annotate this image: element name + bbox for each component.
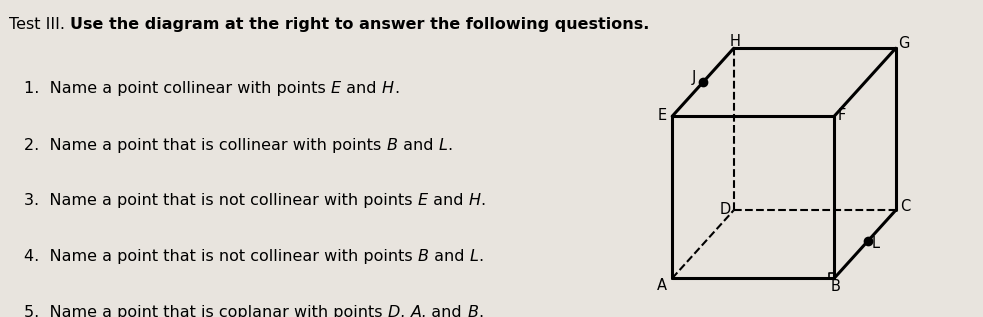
Text: B: B bbox=[418, 249, 429, 264]
Text: .: . bbox=[447, 138, 452, 153]
Text: 2.  Name a point that is collinear with points: 2. Name a point that is collinear with p… bbox=[25, 138, 386, 153]
Text: D: D bbox=[720, 202, 730, 217]
Text: E: E bbox=[418, 193, 428, 208]
Text: 1.  Name a point collinear with points: 1. Name a point collinear with points bbox=[25, 81, 331, 96]
Text: G: G bbox=[898, 36, 909, 51]
Text: 4.  Name a point that is not collinear with points: 4. Name a point that is not collinear wi… bbox=[25, 249, 418, 264]
Text: B: B bbox=[467, 305, 478, 317]
Text: .: . bbox=[481, 193, 486, 208]
Text: C: C bbox=[900, 199, 910, 214]
Text: and: and bbox=[341, 81, 381, 96]
Text: E: E bbox=[658, 108, 666, 123]
Text: A: A bbox=[658, 278, 667, 293]
Text: H: H bbox=[381, 81, 394, 96]
Text: and: and bbox=[397, 138, 438, 153]
Text: .: . bbox=[478, 305, 484, 317]
Text: A: A bbox=[411, 305, 422, 317]
Text: 3.  Name a point that is not collinear with points: 3. Name a point that is not collinear wi… bbox=[25, 193, 418, 208]
Text: .: . bbox=[479, 249, 484, 264]
Text: F: F bbox=[838, 108, 846, 123]
Text: H: H bbox=[729, 34, 740, 49]
Text: , and: , and bbox=[422, 305, 467, 317]
Text: B: B bbox=[386, 138, 397, 153]
Text: and: and bbox=[429, 249, 470, 264]
Text: L: L bbox=[872, 236, 880, 251]
Text: L: L bbox=[470, 249, 479, 264]
Text: D: D bbox=[388, 305, 400, 317]
Text: H: H bbox=[469, 193, 481, 208]
Text: Test III.: Test III. bbox=[9, 17, 70, 32]
Text: Use the diagram at the right to answer the following questions.: Use the diagram at the right to answer t… bbox=[70, 17, 650, 32]
Text: J: J bbox=[692, 70, 696, 85]
Text: .: . bbox=[394, 81, 399, 96]
Text: B: B bbox=[831, 279, 840, 294]
Text: L: L bbox=[438, 138, 447, 153]
Text: and: and bbox=[428, 193, 469, 208]
Text: 5.  Name a point that is coplanar with points: 5. Name a point that is coplanar with po… bbox=[25, 305, 388, 317]
Text: E: E bbox=[331, 81, 341, 96]
Text: ,: , bbox=[400, 305, 411, 317]
